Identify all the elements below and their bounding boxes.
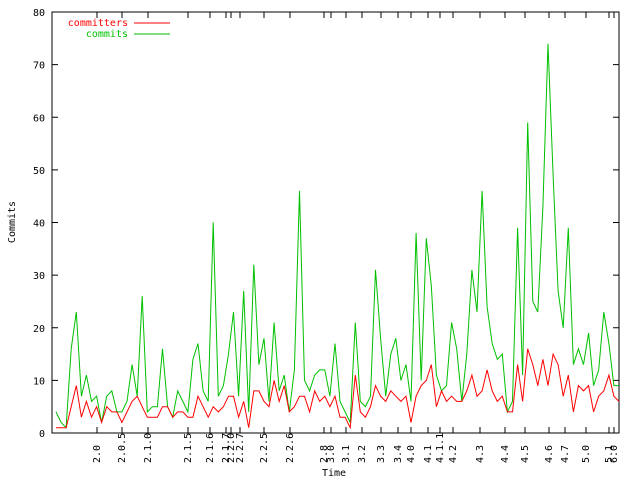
x-tick-label: 4.0 xyxy=(406,445,417,463)
x-tick-label: 3.0 xyxy=(326,445,337,463)
x-tick-label: 2.1.7 xyxy=(221,433,232,463)
x-tick-label: 4.1 xyxy=(423,445,434,463)
x-tick-label: 4.7 xyxy=(560,445,571,463)
x-tick-label: 4.3 xyxy=(475,445,486,463)
x-tick-label: 3.2 xyxy=(357,445,368,463)
x-tick-label: 5.0 xyxy=(581,445,592,463)
legend-label-committers: committers xyxy=(68,18,128,29)
x-tick-label: 4.2 xyxy=(448,445,459,463)
x-tick-label: 6.0 xyxy=(609,445,620,463)
x-tick-label: 2.1.0 xyxy=(143,433,154,463)
x-tick-label: 3.4 xyxy=(393,445,404,463)
x-tick-label: 4.1.1 xyxy=(435,433,446,463)
y-tick-label: 40 xyxy=(33,219,45,230)
x-tick-label: 2.0.5 xyxy=(117,433,128,463)
y-axis-label: Commits xyxy=(7,201,18,243)
y-tick-label: 80 xyxy=(33,8,45,19)
x-tick-label: 2.1.5 xyxy=(183,433,194,463)
x-axis-label: Time xyxy=(322,468,346,479)
x-tick-label: 3.1 xyxy=(341,445,352,463)
y-axis-ticks: 0 10 20 30 40 50 60 70 80 xyxy=(33,8,619,440)
y-tick-label: 70 xyxy=(33,61,45,72)
x-tick-label: 2.0 xyxy=(92,445,103,463)
y-tick-label: 20 xyxy=(33,324,45,335)
x-tick-label: 3.3 xyxy=(376,445,387,463)
legend-label-commits: commits xyxy=(86,29,128,40)
series-line-commits xyxy=(55,43,619,429)
y-tick-label: 50 xyxy=(33,166,45,177)
x-tick-label: 2.2.7 xyxy=(235,433,246,463)
x-tick-label: 4.5 xyxy=(520,445,531,463)
x-tick-label: 2.2.0 xyxy=(226,433,237,463)
x-axis-ticks: 2.0 2.0.5 2.1.0 2.1.5 2.1.6 2.1.72.2.02.2.7 2.… xyxy=(92,12,620,463)
y-tick-label: 0 xyxy=(39,429,45,440)
x-tick-label: 2.1.6 xyxy=(205,433,216,463)
x-tick-label: 5.1 xyxy=(604,445,615,463)
x-tick-label: 4.6 xyxy=(544,445,555,463)
series-line-committers xyxy=(56,348,620,430)
x-tick-label: 2.8 xyxy=(319,445,330,463)
y-tick-label: 10 xyxy=(33,376,45,387)
series-lines xyxy=(55,43,620,430)
y-tick-label: 30 xyxy=(33,271,45,282)
x-tick-label: 2.2.5 xyxy=(259,433,270,463)
x-tick-label: 2.2.6 xyxy=(285,433,296,463)
y-tick-label: 60 xyxy=(33,113,45,124)
x-tick-label: 4.4 xyxy=(500,445,511,463)
